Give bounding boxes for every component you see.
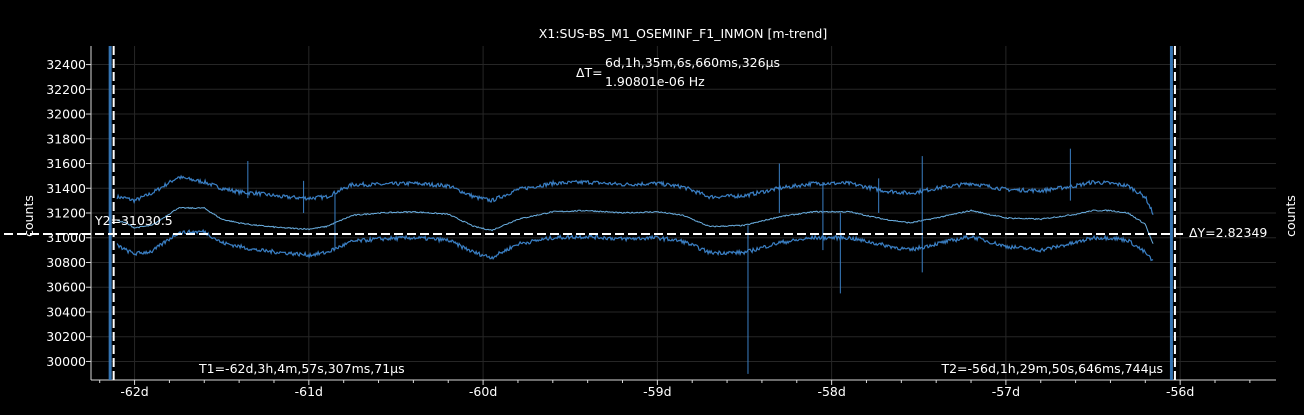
- cursor-layer: [4, 46, 1186, 380]
- y-axis-ticks: 30000 30200 30400 30600 30800 31000 31200 31400…: [46, 57, 91, 369]
- series-layer: [116, 174, 1154, 262]
- y-axis-label-right: counts: [1283, 195, 1298, 237]
- t1-cursor-label: T1=-62d,3h,4m,57s,307ms,71µs: [198, 361, 405, 376]
- t1-cursor-band: [108, 46, 112, 380]
- y-tick-label: 32200: [46, 82, 86, 97]
- spike-layer: [247, 148, 1071, 374]
- series-mean-line: [116, 206, 1154, 244]
- y-tick-label: 30800: [46, 255, 86, 270]
- series-max-line: [116, 174, 1154, 215]
- y-tick-label: 31200: [46, 206, 86, 221]
- delta-t-prefix: ΔT=: [576, 65, 603, 80]
- y-tick-label: 30200: [46, 329, 86, 344]
- t2-cursor-band: [1169, 46, 1173, 380]
- y2-cursor-label: Y2=31030.5: [94, 213, 173, 228]
- chart-title: X1:SUS-BS_M1_OSEMINF_F1_INMON [m-trend]: [539, 26, 827, 41]
- delta-t-frequency: 1.90801e-06 Hz: [605, 74, 705, 89]
- y-tick-label: 31400: [46, 181, 86, 196]
- x-tick-label: -60d: [469, 384, 497, 399]
- y-tick-label: 31800: [46, 131, 86, 146]
- y-tick-label: 32000: [46, 107, 86, 122]
- y-tick-label: 32400: [46, 57, 86, 72]
- x-tick-label: -57d: [992, 384, 1020, 399]
- t2-cursor-label: T2=-56d,1h,29m,50s,646ms,744µs: [940, 361, 1163, 376]
- x-tick-label: -56d: [1166, 384, 1194, 399]
- y-tick-label: 30400: [46, 304, 86, 319]
- x-tick-label: -61d: [295, 384, 323, 399]
- y-tick-label: 30600: [46, 280, 86, 295]
- y-axis-label-left: counts: [21, 195, 36, 237]
- x-tick-label: -58d: [817, 384, 845, 399]
- delta-y-label: ΔY=2.82349: [1189, 225, 1267, 240]
- y-tick-label: 31600: [46, 156, 86, 171]
- series-min-line: [116, 228, 1154, 262]
- y-tick-label: 31000: [46, 230, 86, 245]
- x-tick-label: -59d: [643, 384, 671, 399]
- grid-lines: [91, 46, 1276, 380]
- y-tick-label: 30000: [46, 354, 86, 369]
- x-axis-ticks: -62d -61d -60d -59d -58d -57d -56d: [99, 380, 1251, 399]
- x-tick-label: -62d: [120, 384, 148, 399]
- delta-t-value: 6d,1h,35m,6s,660ms,326µs: [605, 55, 780, 70]
